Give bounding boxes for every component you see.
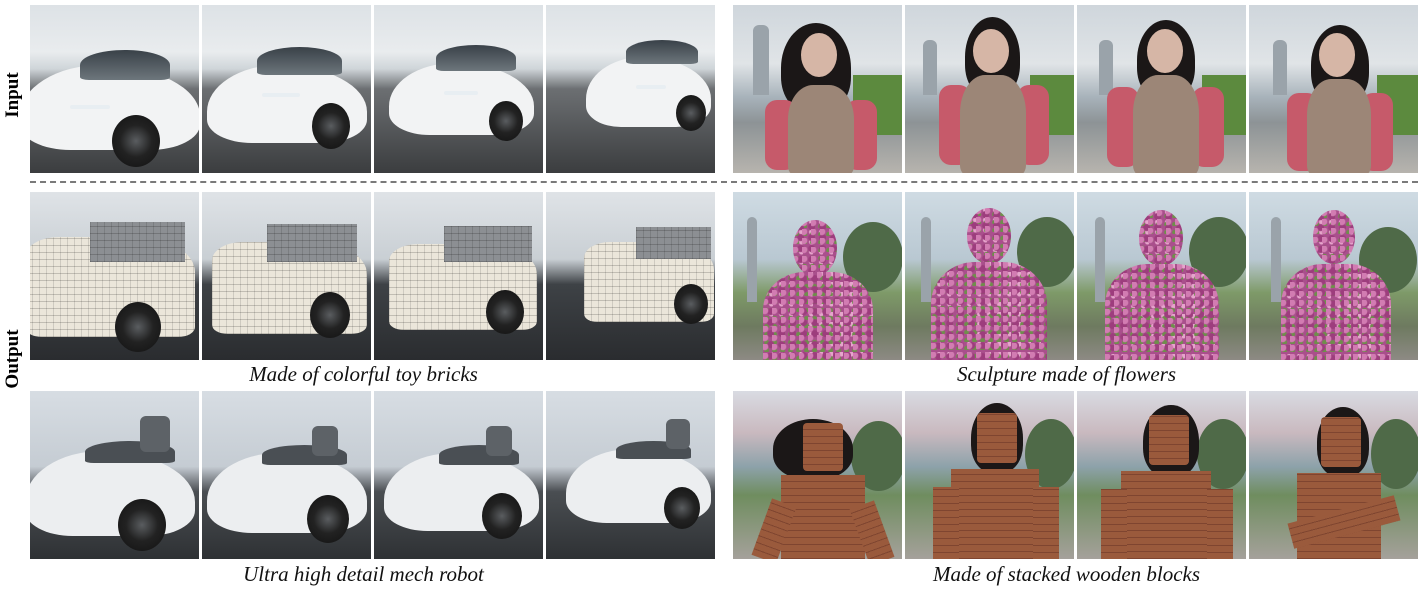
girl-input-frame-4: [1249, 5, 1418, 173]
car-mech-frame-4: [546, 391, 715, 559]
caption-car-mech: Ultra high detail mech robot: [243, 562, 484, 586]
output-row-label: Output: [2, 329, 23, 389]
car-bricks-frame-3: [374, 192, 543, 360]
girl-wood-frame-2: [905, 391, 1074, 559]
car-bricks-strip: [30, 192, 715, 360]
caption-car-bricks: Made of colorful toy bricks: [249, 362, 478, 386]
car-mech-frame-3: [374, 391, 543, 559]
girl-wood-frame-4: [1249, 391, 1418, 559]
car-bricks-frame-2: [202, 192, 371, 360]
girl-flowers-strip: [733, 192, 1418, 360]
input-row-label: Input: [2, 72, 23, 118]
car-mech-frame-1: [30, 391, 199, 559]
girl-flowers-frame-3: [1077, 192, 1246, 360]
girl-wood-strip: [733, 391, 1418, 559]
car-input-frame-2: [202, 5, 371, 173]
car-input-strip: [30, 5, 715, 173]
girl-wood-frame-1: [733, 391, 902, 559]
input-output-divider: [30, 181, 1418, 183]
car-input-frame-4: [546, 5, 715, 173]
girl-wood-frame-3: [1077, 391, 1246, 559]
car-bricks-frame-4: [546, 192, 715, 360]
car-bricks-frame-1: [30, 192, 199, 360]
car-input-frame-3: [374, 5, 543, 173]
girl-input-frame-1: [733, 5, 902, 173]
car-mech-strip: [30, 391, 715, 559]
girl-input-frame-2: [905, 5, 1074, 173]
car-input-frame-1: [30, 5, 199, 173]
girl-flowers-frame-1: [733, 192, 902, 360]
girl-flowers-frame-2: [905, 192, 1074, 360]
caption-girl-flowers: Sculpture made of flowers: [956, 362, 1177, 386]
girl-input-frame-3: [1077, 5, 1246, 173]
car-mech-frame-2: [202, 391, 371, 559]
girl-flowers-frame-4: [1249, 192, 1418, 360]
caption-girl-wood: Made of stacked wooden blocks: [932, 562, 1201, 586]
girl-input-strip: [733, 5, 1418, 173]
